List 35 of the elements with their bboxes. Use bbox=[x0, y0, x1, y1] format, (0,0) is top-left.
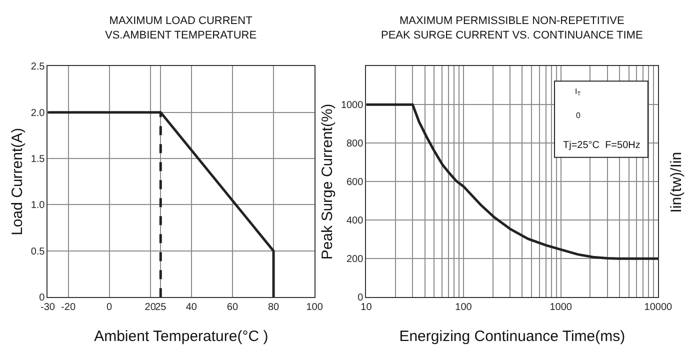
x-tick-label: 10000 bbox=[644, 302, 672, 314]
annotation: 0 bbox=[576, 111, 581, 120]
y-tick-label: 200 bbox=[346, 254, 364, 266]
y-tick-label: 400 bbox=[346, 216, 364, 227]
y-tick-label: 1.5 bbox=[30, 154, 46, 166]
x-tick-label: 60 bbox=[226, 302, 238, 314]
y-tick-label: 2.0 bbox=[30, 108, 46, 119]
x-tick-label: 40 bbox=[186, 302, 198, 314]
x-tick-label: 25 bbox=[155, 302, 167, 314]
x-tick-label: 20 bbox=[144, 302, 156, 314]
x-axis-title: Energizing Continuance Time(ms) bbox=[399, 328, 626, 346]
x-tick-label: 100 bbox=[455, 302, 472, 314]
x-tick-label: 1000 bbox=[550, 302, 572, 314]
y-tick-label: 800 bbox=[346, 138, 364, 150]
y-tick-label: 1.0 bbox=[30, 200, 46, 212]
annotation: I$_{T}$ bbox=[575, 87, 582, 98]
x-tick-label: 10 bbox=[360, 302, 372, 314]
y-tick-label: 0 bbox=[358, 292, 364, 304]
x-tick-label: 100 bbox=[306, 302, 324, 314]
y-tick-label: 1000 bbox=[340, 100, 364, 112]
x-tick-label: -20 bbox=[61, 302, 76, 314]
y-tick-label: 0 bbox=[39, 292, 46, 304]
y-tick-label: 0.5 bbox=[30, 246, 46, 258]
y-axis-title: Peak Surge Current(%) bbox=[319, 104, 336, 260]
x-tick-label: 0 bbox=[106, 302, 113, 314]
x-tick-label: 80 bbox=[268, 302, 280, 314]
x-axis-title: Ambient Temperature(°C ) bbox=[94, 328, 268, 346]
y-axis-title: Load Current(A) bbox=[9, 128, 26, 236]
chart-title: MAXIMUM LOAD CURRENT VS.AMBIENT TEMPERATURE bbox=[105, 15, 257, 42]
x-tick-label: -30 bbox=[40, 302, 56, 314]
y-tick-label: 2.5 bbox=[30, 62, 46, 73]
y2-axis-title: Iin(tw)/Iin bbox=[668, 152, 685, 213]
chart-title: MAXIMUM PERMISSIBLE NON-REPETITIVE PEAK SURGE CURRENT VS. CONTINUANCE TIME bbox=[381, 15, 643, 42]
y-tick-label: 600 bbox=[346, 177, 364, 188]
annotation: Tj=25°C F=50Hz bbox=[563, 140, 640, 151]
